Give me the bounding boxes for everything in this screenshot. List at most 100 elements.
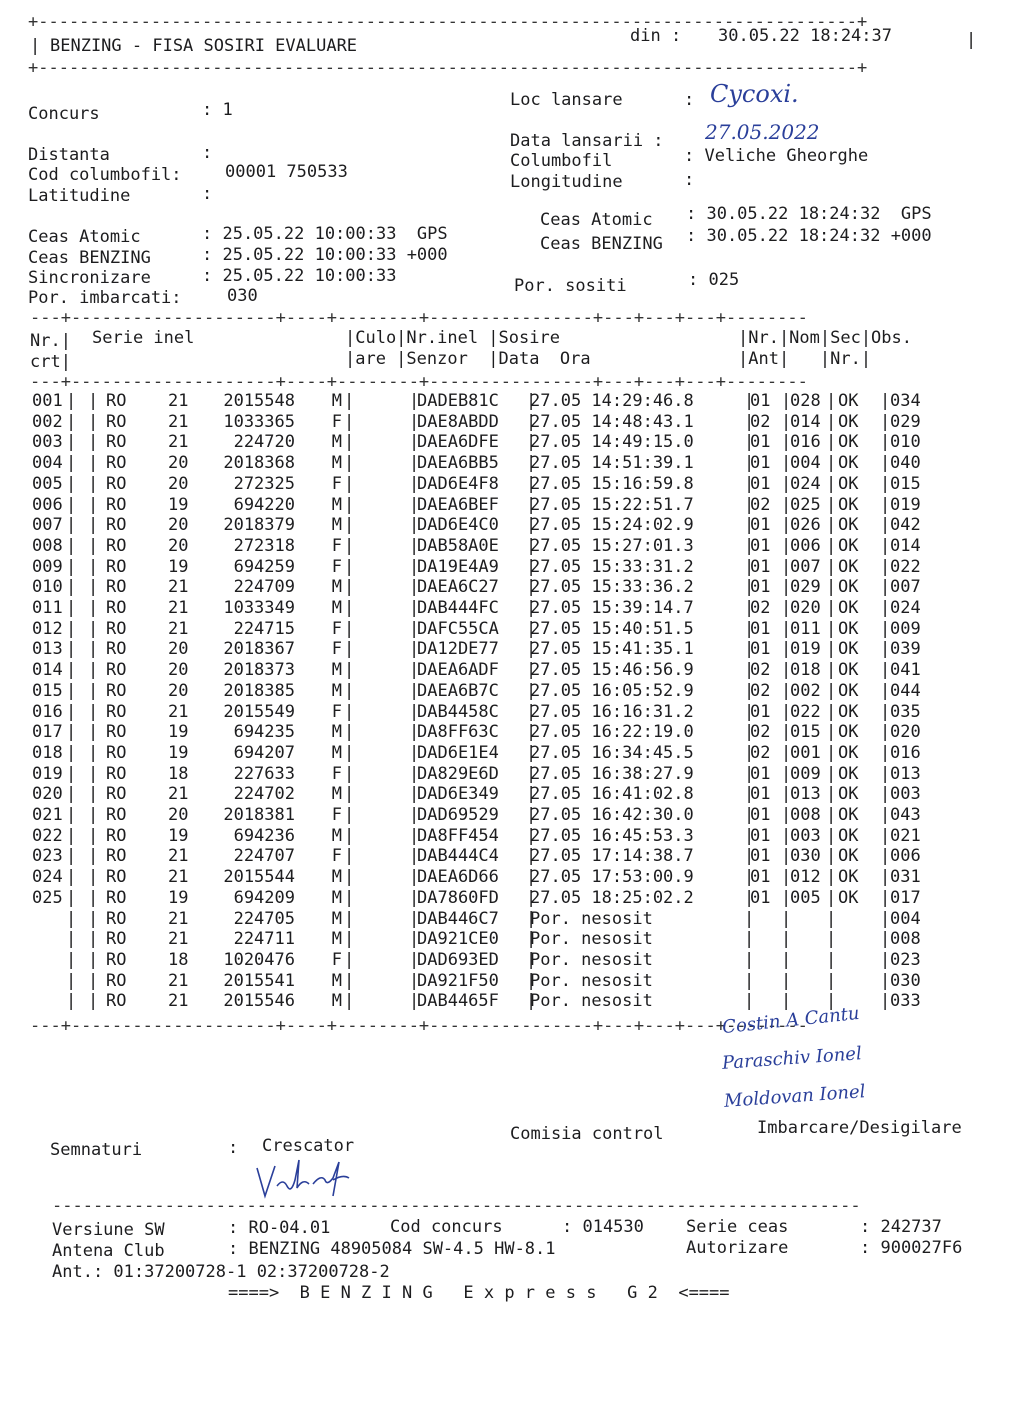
row-country: RO [88,662,127,680]
row-nr: 010 [32,579,76,597]
row-obs: 020 [890,722,921,743]
row-sex: F [322,620,355,638]
row-sensor: DAEA6B7C [409,682,536,700]
row-obs: 004 [890,908,921,929]
row-nr: 014 [32,662,76,680]
row-nom: 003 [790,827,836,845]
row-arrival: 27.05 15:46:56.9 [530,662,754,680]
row-sensor: DA8FF63C [409,724,536,742]
row-obs: 035 [890,701,921,722]
row-ring-number: 694207 [233,742,295,763]
row-country: RO [88,455,127,473]
row-country: RO [88,600,127,618]
row-sec: OK [838,703,892,721]
row-sex: M [322,993,355,1011]
cod-columbofil-label: Cod columbofil: [28,165,182,185]
sositi-value: : 025 [688,270,740,290]
ceas-benzing-value: : 25.05.22 10:00:33 +000 [202,245,448,265]
row-year: 21 [168,929,189,950]
row-nom: 004 [790,455,836,473]
row-year: 21 [168,846,189,867]
table-header-border: ---+--------------------+----+--------+-… [30,374,808,391]
row-sex: M [322,682,355,700]
ceas-benzing-label: Ceas BENZING [28,248,151,268]
row-sensor: DAD6E4C0 [409,517,536,535]
row-country: RO [88,682,127,700]
arrival-ceas-atomic-value: : 30.05.22 18:24:32 GPS [686,204,932,224]
row-arrival: 27.05 16:22:19.0 [530,724,754,742]
row-ring-number: 1033349 [223,598,295,618]
serie-ceas-value: : 242737 [860,1217,942,1237]
row-ring-number: 2018367 [223,639,295,660]
row-arrival: 27.05 15:33:31.2 [530,558,754,576]
row-sec: OK [838,475,892,493]
row-sec: OK [838,682,892,700]
row-year: 19 [168,494,189,515]
row-sex: M [322,827,355,845]
row-sex: F [322,413,355,431]
row-sex: M [322,393,355,411]
row-arrival: Por. nesosit [530,993,754,1011]
row-year: 19 [168,556,189,577]
row-year: 19 [168,742,189,763]
row-nom: 024 [790,475,836,493]
antena-club-value: : BENZING 48905084 SW-4.5 HW-8.1 [228,1239,556,1259]
row-year: 21 [168,598,189,618]
row-ring-number: 224705 [233,908,295,929]
cod-concurs-label: Cod concurs [390,1217,503,1237]
row-obs: 034 [890,391,921,411]
row-sensor: DAEA6DFE [409,434,536,452]
row-nr: 024 [32,869,76,887]
row-ring-number: 2018368 [223,453,295,474]
row-ring-number: 2018381 [223,805,295,825]
row-obs: 021 [890,825,921,846]
row-ant: 02 [750,662,792,680]
row-sec: OK [838,807,892,825]
sincronizare-label: Sincronizare [28,268,151,288]
comisia-control-label: Comisia control [510,1124,664,1144]
row-sex: M [322,910,355,928]
row-ring-number: 2015549 [223,701,295,722]
row-sec: OK [838,869,892,887]
row-sec: OK [838,434,892,452]
row-arrival: Por. nesosit [530,910,754,928]
row-ant: 01 [750,393,792,411]
row-sec: OK [838,600,892,618]
row-sec: OK [838,496,892,514]
row-ant: 02 [750,496,792,514]
commission-signature-2: Paraschiv Ionel [721,1043,863,1074]
row-sex: F [322,807,355,825]
row-nr: 022 [32,827,76,845]
divider: +---------------------------------------… [28,14,868,31]
row-ant: 02 [750,413,792,431]
row-nom: 025 [790,496,836,514]
loc-lansare-handwritten: Cycoxi. [710,80,799,108]
row-ant: 01 [750,641,792,659]
sositi-label: Por. sositi [514,276,627,296]
row-ring-number: 224711 [233,929,295,950]
row-nom: 013 [790,786,836,804]
row-ring-number: 2015544 [223,867,295,888]
row-year: 20 [168,805,189,825]
row-country: RO [88,807,127,825]
row-sensor: DAB446C7 [409,910,536,928]
row-year: 21 [168,991,189,1012]
header-serie-inel: Serie inel [92,328,195,348]
row-sensor: DA921F50 [409,972,536,990]
row-nr: 009 [32,558,76,576]
row-sensor: DAEA6BEF [409,496,536,514]
imbarcare-desigilare-label: Imbarcare/Desigilare [757,1118,962,1138]
antena-club-label: Antena Club [52,1241,165,1261]
row-country: RO [88,393,127,411]
distanta-value: : [202,143,213,163]
row-nom: 020 [790,600,836,618]
row-country: RO [88,744,127,762]
row-sensor: DADEB81C [409,393,536,411]
row-ring-number: 227633 [233,763,295,784]
row-year: 19 [168,825,189,846]
row-sensor: DAFC55CA [409,620,536,638]
row-obs: 033 [890,991,921,1012]
row-year: 19 [168,887,189,908]
row-sec: OK [838,579,892,597]
